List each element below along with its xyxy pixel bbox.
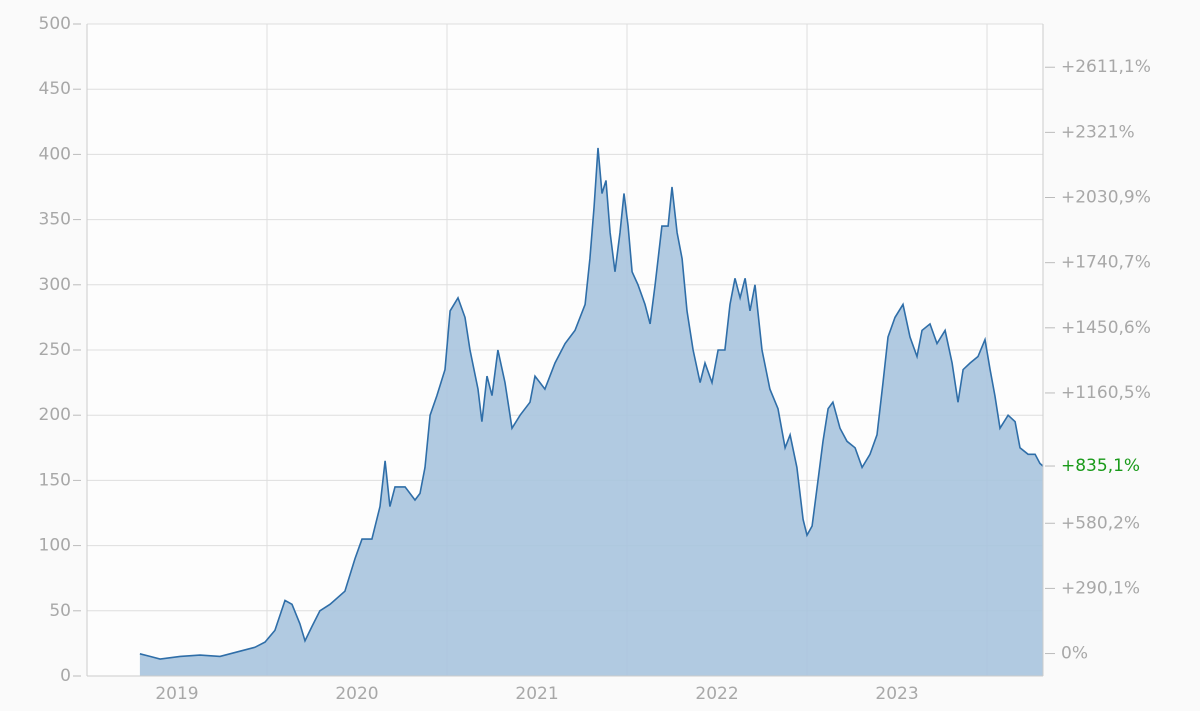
y-tick-label: 500 <box>39 14 71 34</box>
last-change-label: +835,1% <box>1061 456 1140 476</box>
x-tick-label: 2023 <box>875 684 918 704</box>
x-tick-label: 2020 <box>335 684 378 704</box>
y-tick-label: 150 <box>39 470 71 490</box>
y2-tick-label: 0% <box>1061 644 1088 664</box>
price-line <box>139 147 1044 660</box>
y2-tick-label: +2030,9% <box>1061 188 1151 208</box>
y-tick-label: 0 <box>60 666 71 686</box>
x-tick-label: 2021 <box>515 684 558 704</box>
y-tick-label: 100 <box>39 536 71 556</box>
y2-tick-label: +290,1% <box>1061 578 1140 598</box>
y2-tick-label: +580,2% <box>1061 513 1140 533</box>
y2-tick-label: +2321% <box>1061 122 1135 142</box>
y2-tick-label: +2611,1% <box>1061 57 1151 77</box>
area-fill <box>139 147 1043 676</box>
x-tick-label: 2022 <box>695 684 738 704</box>
y-tick-label: 350 <box>39 210 71 230</box>
y-tick-label: 300 <box>39 275 71 295</box>
y2-tick-label: +1450,6% <box>1061 318 1151 338</box>
y-tick-label: 450 <box>39 79 71 99</box>
y-tick-label: 200 <box>39 405 71 425</box>
y-tick-label: 250 <box>39 340 71 360</box>
x-tick-label: 2019 <box>155 684 198 704</box>
y-tick-label: 400 <box>39 144 71 164</box>
y-tick-label: 50 <box>49 601 71 621</box>
y2-tick-label: +1160,5% <box>1061 383 1151 403</box>
y2-tick-label: +1740,7% <box>1061 253 1151 273</box>
